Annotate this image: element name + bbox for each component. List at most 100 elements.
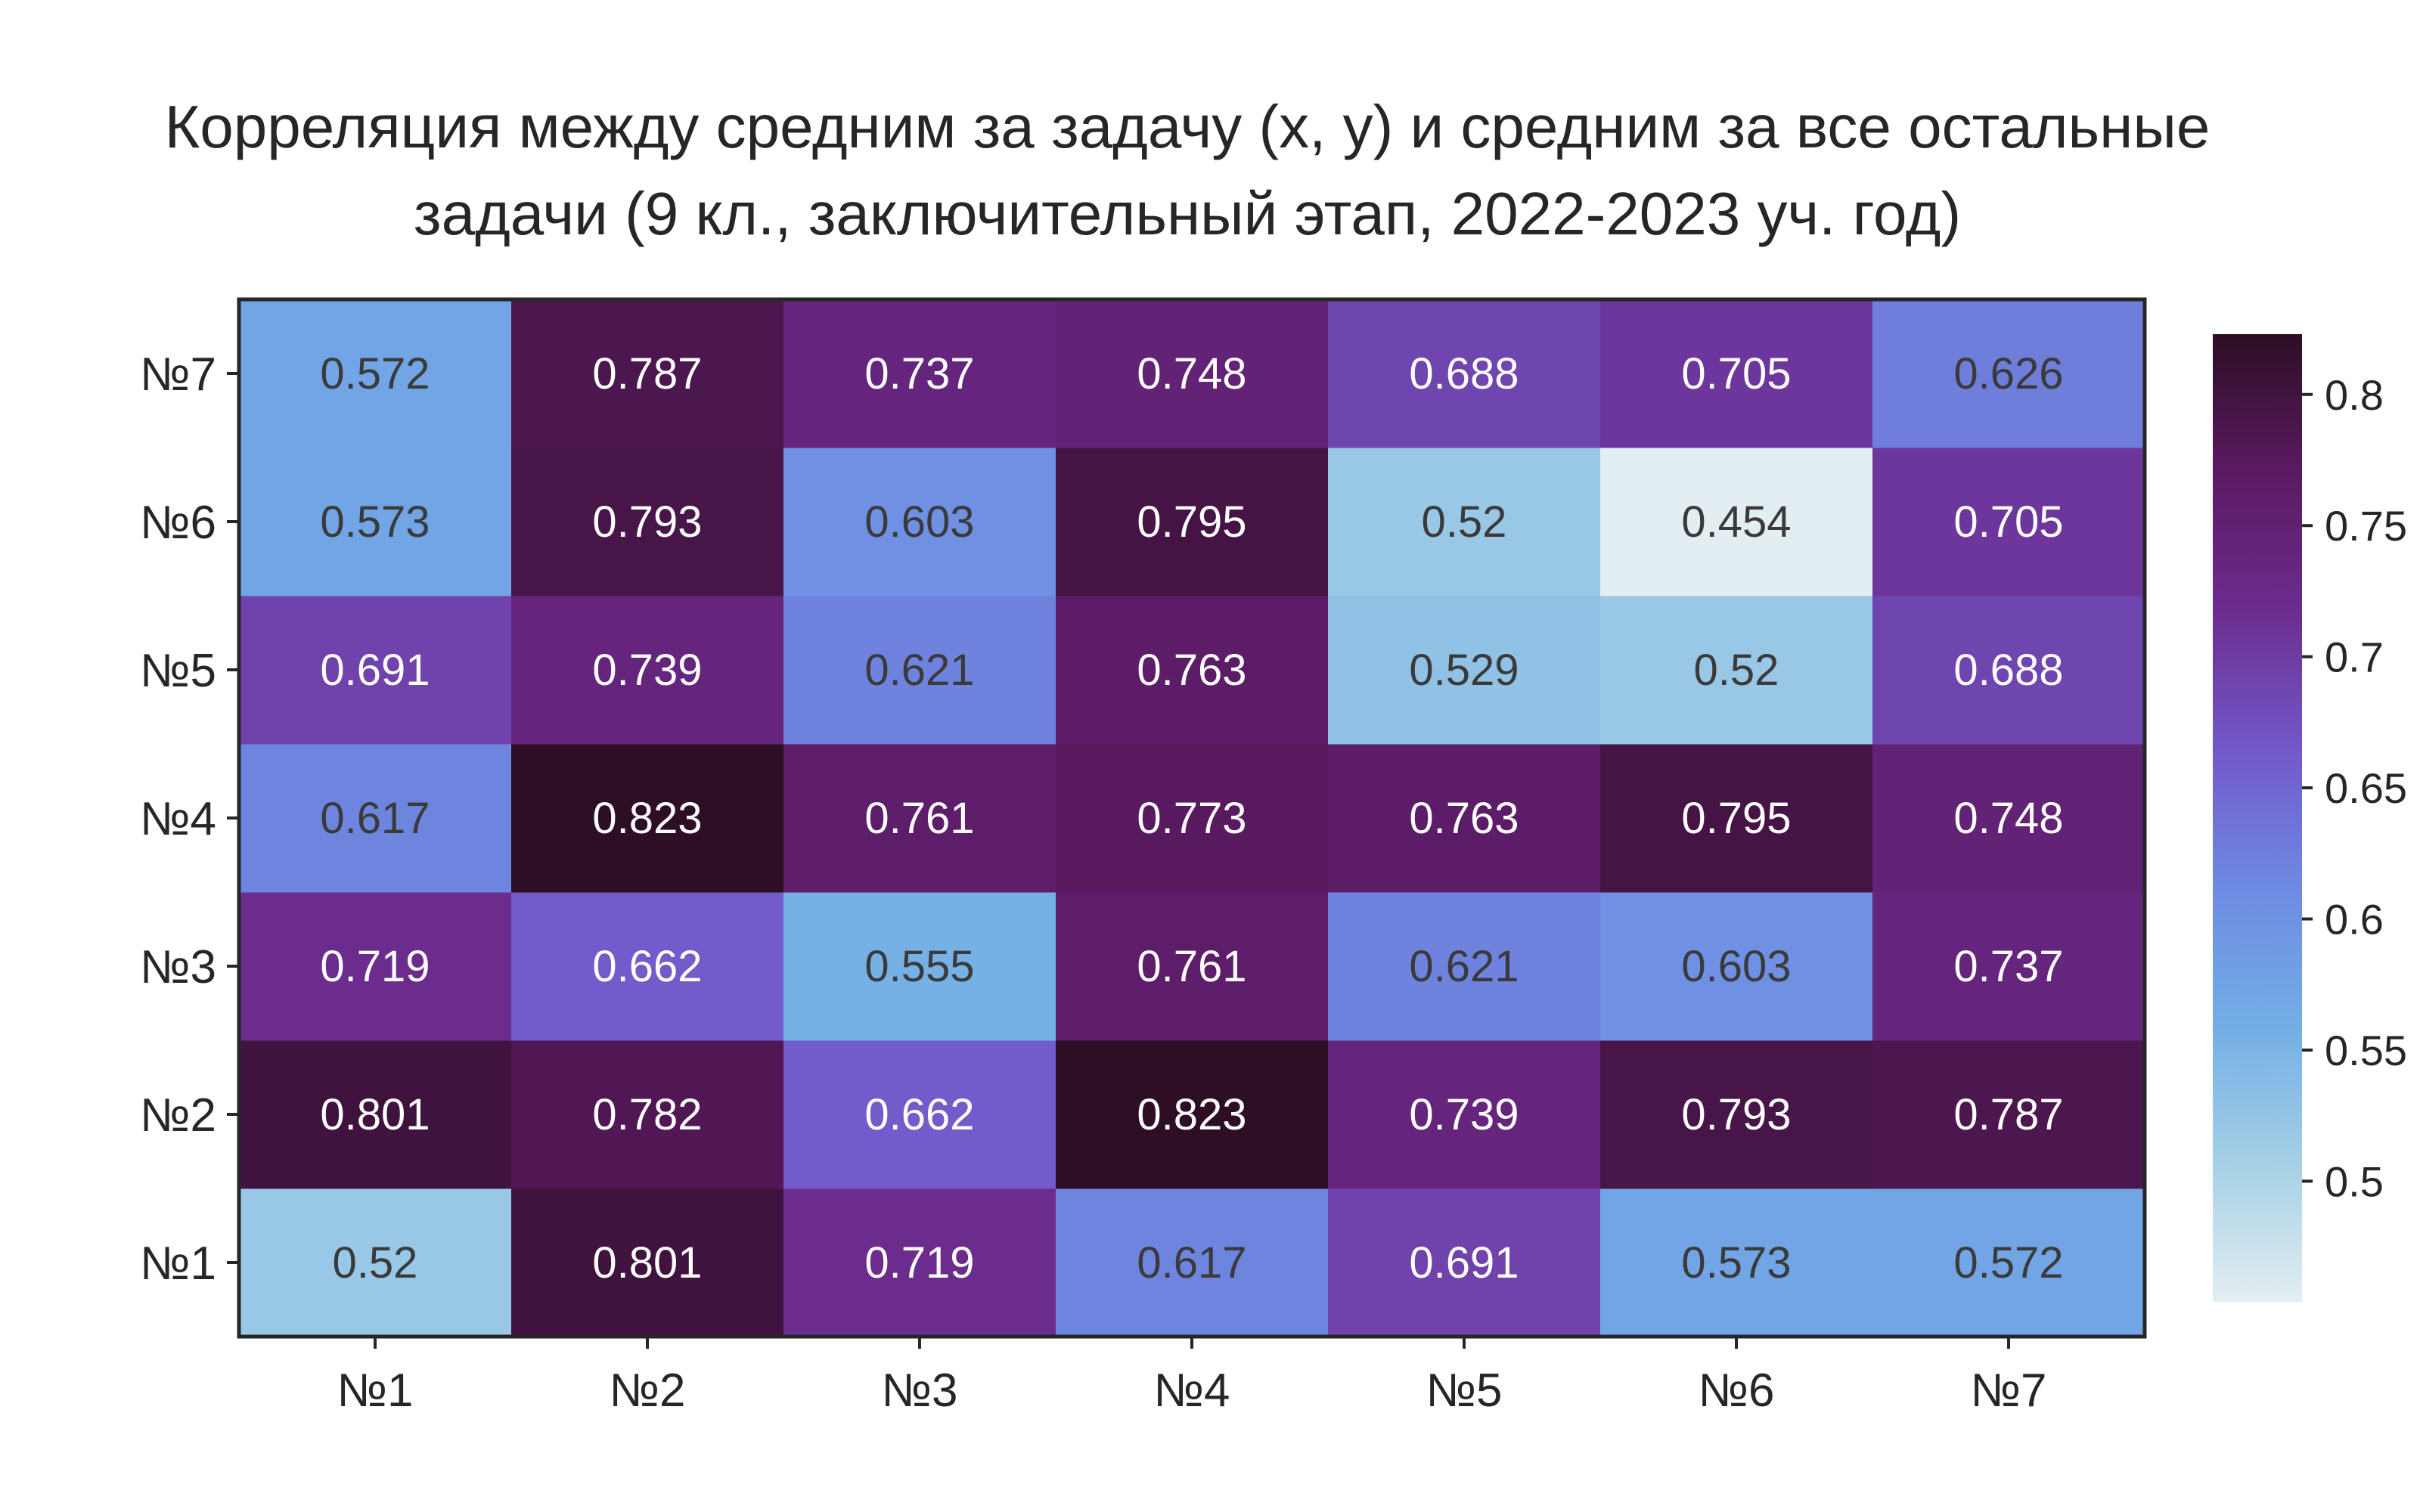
- heatmap-cell-r4-c5: [1328, 744, 1601, 893]
- heatmap-cell-value-r3-c3: 0.555: [864, 942, 974, 991]
- colorbar-gradient: [2213, 334, 2302, 1302]
- heatmap-cell-value-r7-c2: 0.787: [592, 349, 702, 398]
- heatmap-cell-r6-c4: [1056, 448, 1329, 596]
- heatmap-cell-r4-c2: [511, 744, 784, 893]
- heatmap-cell-value-r6-c4: 0.795: [1137, 497, 1246, 547]
- colorbar-tick-label-3: 0.6: [2325, 896, 2384, 943]
- heatmap-cell-value-r6-c5: 0.52: [1422, 497, 1507, 547]
- heatmap-cell-value-r4-c1: 0.617: [320, 794, 430, 843]
- heatmap-cell-value-r6-c2: 0.793: [592, 497, 702, 547]
- heatmap-cell-r2-c4: [1056, 1040, 1329, 1189]
- heatmap-cell-r1-c1: [239, 1188, 512, 1337]
- heatmap-cell-value-r3-c6: 0.603: [1681, 942, 1791, 991]
- heatmap-cell-r5-c6: [1600, 596, 1873, 745]
- heatmap-cell-r3-c5: [1328, 892, 1601, 1041]
- heatmap-cell-r3-c6: [1600, 892, 1873, 1041]
- heatmap-cell-value-r3-c1: 0.719: [320, 942, 430, 991]
- heatmap-cell-value-r3-c7: 0.737: [1953, 942, 2063, 991]
- heatmap-cell-r7-c7: [1872, 299, 2145, 448]
- y-tick-label-3: №3: [140, 941, 216, 993]
- heatmap-cell-value-r6-c3: 0.603: [864, 497, 974, 547]
- heatmap-cell-r1-c5: [1328, 1188, 1601, 1337]
- colorbar-tick-label-2: 0.55: [2325, 1027, 2407, 1074]
- heatmap-cell-value-r6-c7: 0.705: [1953, 497, 2063, 547]
- heatmap-cell-value-r4-c2: 0.823: [592, 794, 702, 843]
- heatmap-cell-value-r5-c4: 0.763: [1137, 646, 1246, 695]
- heatmap-cell-r2-c7: [1872, 1040, 2145, 1189]
- heatmap-cell-value-r3-c2: 0.662: [592, 942, 702, 991]
- heatmap-cell-value-r4-c4: 0.773: [1137, 794, 1246, 843]
- heatmap-cell-r1-c6: [1600, 1188, 1873, 1337]
- heatmap-cell-value-r1-c1: 0.52: [333, 1238, 418, 1287]
- heatmap-cell-value-r2-c6: 0.793: [1681, 1090, 1791, 1139]
- x-tick-label-1: №1: [337, 1365, 414, 1417]
- heatmap-cell-r4-c4: [1056, 744, 1329, 893]
- heatmap-cell-r2-c3: [783, 1040, 1056, 1189]
- heatmap-cell-value-r1-c3: 0.719: [864, 1238, 974, 1287]
- heatmap-cell-r4-c3: [783, 744, 1056, 893]
- heatmap-cell-r4-c6: [1600, 744, 1873, 893]
- heatmap-cell-value-r2-c5: 0.739: [1409, 1090, 1519, 1139]
- heatmap-cell-r2-c6: [1600, 1040, 1873, 1189]
- heatmap-cell-r5-c3: [783, 596, 1056, 745]
- heatmap-cell-labels: 0.52 0.801 0.719 0.617 0.691 0.573 0.572 0.801 0…: [320, 349, 2063, 1287]
- heatmap-cell-r2-c5: [1328, 1040, 1601, 1189]
- heatmap-cell-value-r7-c6: 0.705: [1681, 349, 1791, 398]
- heatmap-cell-r6-c2: [511, 448, 784, 596]
- heatmap-cell-value-r2-c1: 0.801: [320, 1090, 430, 1139]
- heatmap-cell-value-r5-c1: 0.691: [320, 646, 430, 695]
- x-tick-label-5: №5: [1426, 1365, 1503, 1417]
- heatmap-cell-value-r2-c2: 0.782: [592, 1090, 702, 1139]
- heatmap-cell-value-r2-c3: 0.662: [864, 1090, 974, 1139]
- heatmap-cell-value-r3-c5: 0.621: [1409, 942, 1519, 991]
- heatmap-cell-r1-c7: [1872, 1188, 2145, 1337]
- heatmap-cell-value-r5-c3: 0.621: [864, 646, 974, 695]
- heatmap-cell-value-r7-c7: 0.626: [1953, 349, 2063, 398]
- heatmap-cell-r5-c5: [1328, 596, 1601, 745]
- chart-title-line-1: Корреляция между средним за задачу (x, y…: [165, 93, 2211, 160]
- heatmap-cell-value-r1-c2: 0.801: [592, 1238, 702, 1287]
- x-tick-label-2: №2: [610, 1365, 686, 1417]
- heatmap-cell-value-r5-c6: 0.52: [1694, 646, 1779, 695]
- heatmap-cell-value-r4-c5: 0.763: [1409, 794, 1519, 843]
- heatmap-cell-value-r5-c7: 0.688: [1953, 646, 2063, 695]
- heatmap-cell-r2-c1: [239, 1040, 512, 1189]
- colorbar-tick-label-7: 0.8: [2325, 371, 2384, 419]
- heatmap-cell-r6-c7: [1872, 448, 2145, 596]
- heatmap-cell-r1-c2: [511, 1188, 784, 1337]
- heatmap-cell-r6-c5: [1328, 448, 1601, 596]
- heatmap-cell-value-r5-c5: 0.529: [1409, 646, 1519, 695]
- heatmap-cell-r7-c1: [239, 299, 512, 448]
- heatmap-cell-r1-c4: [1056, 1188, 1329, 1337]
- heatmap-cell-r3-c7: [1872, 892, 2145, 1041]
- heatmap-cell-r5-c1: [239, 596, 512, 745]
- heatmap-cell-value-r2-c4: 0.823: [1137, 1090, 1246, 1139]
- heatmap-cell-r6-c1: [239, 448, 512, 596]
- y-tick-label-7: №7: [140, 349, 216, 401]
- heatmap-cell-value-r7-c4: 0.748: [1137, 349, 1246, 398]
- heatmap-cell-r3-c4: [1056, 892, 1329, 1041]
- heatmap-cell-r2-c2: [511, 1040, 784, 1189]
- heatmap-cell-value-r7-c1: 0.572: [320, 349, 430, 398]
- heatmap-cell-value-r4-c6: 0.795: [1681, 794, 1791, 843]
- heatmap-cell-value-r1-c6: 0.573: [1681, 1238, 1791, 1287]
- x-tick-label-3: №3: [882, 1365, 958, 1417]
- heatmap-cell-r5-c7: [1872, 596, 2145, 745]
- y-axis: №1 №2 №3 №4 №5 №6 №7: [140, 349, 239, 1290]
- x-tick-label-4: №4: [1154, 1365, 1230, 1417]
- heatmap-cell-r3-c1: [239, 892, 512, 1041]
- heatmap-cell-value-r7-c3: 0.737: [864, 349, 974, 398]
- heatmap-cell-r5-c2: [511, 596, 784, 745]
- heatmap-cell-r6-c3: [783, 448, 1056, 596]
- heatmap-cell-value-r4-c3: 0.761: [864, 794, 974, 843]
- chart-title-line-2: задачи (9 кл., заключительный этап, 2022…: [414, 180, 1961, 247]
- heatmap-cells: [239, 299, 2145, 1337]
- heatmap-cell-value-r4-c7: 0.748: [1953, 794, 2063, 843]
- heatmap-cell-value-r6-c1: 0.573: [320, 497, 430, 547]
- heatmap-cell-value-r1-c7: 0.572: [1953, 1238, 2063, 1287]
- y-tick-label-5: №5: [140, 645, 216, 697]
- colorbar-tick-label-1: 0.5: [2325, 1157, 2384, 1205]
- colorbar-tick-label-5: 0.7: [2325, 634, 2384, 681]
- x-tick-label-6: №6: [1699, 1365, 1775, 1417]
